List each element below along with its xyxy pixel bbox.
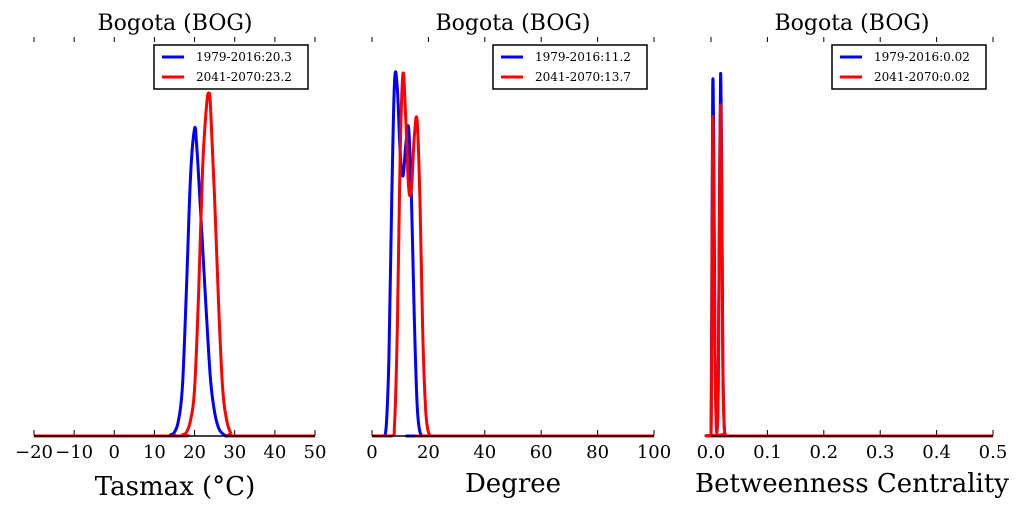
x-tick-label: 60 [530, 442, 553, 463]
x-tick-label: 20 [417, 442, 440, 463]
subplot-title: Bogota (BOG) [774, 11, 929, 36]
series-line-future [372, 71, 654, 438]
subplot-title: Bogota (BOG) [435, 11, 590, 36]
x-tick-label: −10 [55, 442, 93, 463]
x-tick-label: 20 [183, 442, 206, 463]
x-tick-label: 0.1 [753, 442, 782, 463]
x-tick-label: 0.0 [697, 442, 726, 463]
legend-label: 1979-2016:0.02 [874, 50, 970, 64]
curves [704, 72, 993, 438]
legend-label: 1979-2016:11.2 [535, 50, 631, 64]
legend-label: 2041-2070:13.7 [535, 70, 631, 84]
x-axis-label: Degree [465, 469, 561, 499]
x-ticks: 0 20 40 60 80 100 [366, 37, 671, 463]
x-tick-label: 40 [263, 442, 286, 463]
x-ticks: 0.0 0.1 0.2 0.3 0.4 0.5 [697, 37, 1008, 463]
legend-label: 2041-2070:0.02 [874, 70, 970, 84]
x-axis-label: Betweenness Centrality [695, 469, 1009, 499]
x-tick-label: 0.5 [979, 442, 1008, 463]
legend: 1979-2016:11.2 2041-2070:13.7 [492, 44, 648, 90]
legend: 1979-2016:0.02 2041-2070:0.02 [831, 44, 987, 90]
subplot-title: Bogota (BOG) [97, 11, 252, 36]
subplot-betweenness: Bogota (BOG) 0.0 0.1 0.2 0.3 0.4 0.5 1979-201… [695, 11, 1009, 499]
x-tick-label: −20 [15, 442, 53, 463]
subplot-tasmax: Bogota (BOG) −20 −10 0 10 20 30 40 50 1979-2016… [15, 11, 326, 502]
legend-frame [492, 44, 648, 90]
x-tick-label: 0.4 [922, 442, 951, 463]
subplot-degree: Bogota (BOG) 0 20 40 60 80 100 1979-2016:11.2… [366, 11, 671, 499]
x-tick-label: 10 [143, 442, 166, 463]
x-tick-label: 0.3 [866, 442, 895, 463]
legend-frame [831, 44, 987, 90]
legend-frame [153, 44, 309, 90]
curves [372, 70, 654, 438]
series-line-historical [34, 125, 315, 438]
legend: 1979-2016:20.3 2041-2070:23.2 [153, 44, 309, 90]
series-line-historical [704, 72, 993, 438]
curves [34, 91, 315, 438]
x-tick-label: 80 [586, 442, 609, 463]
x-axis-label: Tasmax (°C) [95, 472, 255, 502]
legend-label: 2041-2070:23.2 [196, 70, 292, 84]
x-tick-label: 0 [109, 442, 120, 463]
x-tick-label: 30 [223, 442, 246, 463]
x-ticks: −20 −10 0 10 20 30 40 50 [15, 37, 326, 463]
x-tick-label: 0.2 [809, 442, 838, 463]
x-tick-label: 40 [473, 442, 496, 463]
series-line-future [34, 91, 315, 438]
x-tick-label: 50 [304, 442, 327, 463]
x-tick-label: 0 [366, 442, 377, 463]
series-line-future [704, 103, 993, 438]
legend-label: 1979-2016:20.3 [196, 50, 292, 64]
x-tick-label: 100 [637, 442, 671, 463]
